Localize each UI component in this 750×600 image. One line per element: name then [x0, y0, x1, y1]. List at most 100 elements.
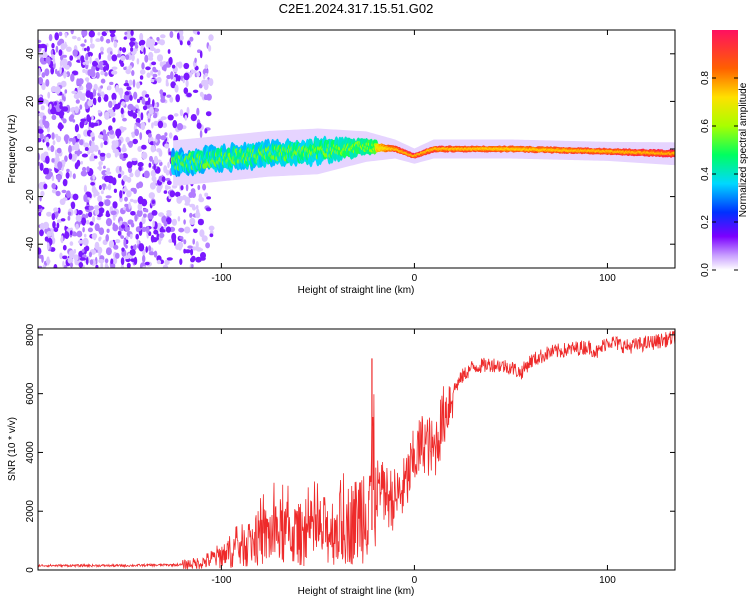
noise-speckle [176, 123, 184, 131]
noise-speckle [60, 43, 66, 51]
noise-speckle [89, 155, 93, 162]
noise-speckle [124, 91, 130, 96]
noise-speckle [129, 233, 133, 240]
noise-speckle [89, 140, 92, 147]
noise-speckle [87, 227, 93, 233]
noise-speckle [80, 118, 87, 122]
noise-speckle [105, 247, 112, 256]
snr-series [38, 330, 675, 570]
noise-speckle [74, 142, 80, 152]
noise-speckle [117, 230, 121, 236]
noise-speckle [55, 174, 63, 181]
noise-speckle [88, 30, 96, 38]
noise-speckle [165, 81, 169, 87]
noise-speckle [103, 66, 107, 73]
noise-speckle [104, 258, 109, 264]
noise-speckle [150, 169, 157, 177]
noise-speckle [205, 242, 211, 249]
noise-speckle [105, 210, 110, 217]
noise-speckle [175, 94, 180, 103]
y-tick-label: 0 [25, 146, 36, 152]
noise-speckle [150, 144, 156, 153]
noise-speckle [189, 203, 196, 208]
noise-speckle [38, 181, 45, 190]
noise-speckle [67, 257, 74, 264]
noise-speckle [109, 129, 115, 135]
noise-speckle [106, 152, 112, 159]
noise-speckle [97, 195, 103, 203]
noise-speckle [98, 149, 101, 155]
noise-speckle [113, 41, 118, 48]
noise-speckle [100, 51, 104, 55]
noise-speckle [156, 76, 162, 84]
noise-speckle [131, 70, 135, 76]
noise-speckle [129, 94, 133, 101]
noise-speckle [77, 78, 84, 85]
noise-speckle [148, 162, 152, 168]
noise-speckle [199, 50, 203, 59]
noise-speckle [47, 147, 51, 151]
spectrogram-y-label: Frequency (Hz) [7, 115, 18, 184]
noise-speckle [151, 210, 158, 216]
noise-speckle [179, 258, 183, 266]
noise-speckle [176, 32, 180, 40]
y-tick-label: 6000 [25, 382, 36, 405]
noise-speckle [179, 236, 184, 240]
noise-speckle [104, 175, 110, 183]
noise-speckle [81, 120, 85, 124]
noise-speckle [91, 141, 95, 149]
noise-speckle [41, 72, 46, 78]
noise-speckle [145, 66, 151, 71]
noise-speckle [92, 174, 96, 180]
noise-speckle [55, 68, 58, 75]
noise-speckle [62, 118, 67, 124]
noise-speckle [159, 232, 165, 238]
noise-speckle [93, 144, 99, 152]
noise-speckle [148, 51, 154, 60]
noise-speckle [158, 212, 165, 217]
noise-speckle [151, 61, 157, 66]
noise-speckle [184, 114, 188, 121]
noise-speckle [147, 97, 151, 105]
noise-speckle [113, 188, 117, 193]
noise-speckle [82, 93, 87, 97]
spectrogram-panel: -100 0 100 -40 -20 0 20 40 Height of straight … [7, 29, 676, 296]
noise-speckle [64, 155, 68, 162]
noise-speckle [136, 81, 141, 89]
noise-speckle [102, 129, 107, 135]
noise-speckle [75, 223, 79, 230]
noise-speckle [45, 167, 49, 175]
noise-speckle [66, 46, 72, 52]
noise-speckle [101, 183, 107, 188]
noise-speckle [44, 44, 48, 53]
noise-speckle [177, 75, 181, 82]
noise-speckle [69, 262, 74, 268]
noise-speckle [125, 68, 131, 75]
noise-speckle [139, 224, 143, 229]
noise-speckle [121, 147, 127, 153]
noise-speckle [69, 114, 75, 120]
noise-speckle [62, 255, 68, 260]
noise-speckle [97, 246, 103, 254]
noise-speckle [50, 66, 55, 75]
noise-speckle [130, 258, 136, 263]
noise-speckle [38, 67, 41, 77]
noise-speckle [81, 219, 86, 226]
noise-speckle [110, 210, 117, 216]
noise-speckle [120, 62, 125, 67]
noise-speckle [138, 165, 142, 172]
noise-speckle [160, 135, 167, 141]
noise-speckle [185, 79, 189, 88]
noise-speckle [203, 82, 209, 91]
noise-speckle [176, 196, 183, 204]
noise-speckle [173, 76, 176, 82]
noise-speckle [88, 120, 92, 128]
noise-speckle [117, 173, 122, 179]
noise-speckle [167, 114, 174, 121]
noise-speckle [51, 213, 56, 221]
noise-speckle [41, 82, 46, 91]
noise-speckle [204, 72, 208, 77]
noise-speckle [160, 34, 166, 39]
noise-speckle [135, 233, 139, 240]
noise-speckle [170, 81, 176, 89]
